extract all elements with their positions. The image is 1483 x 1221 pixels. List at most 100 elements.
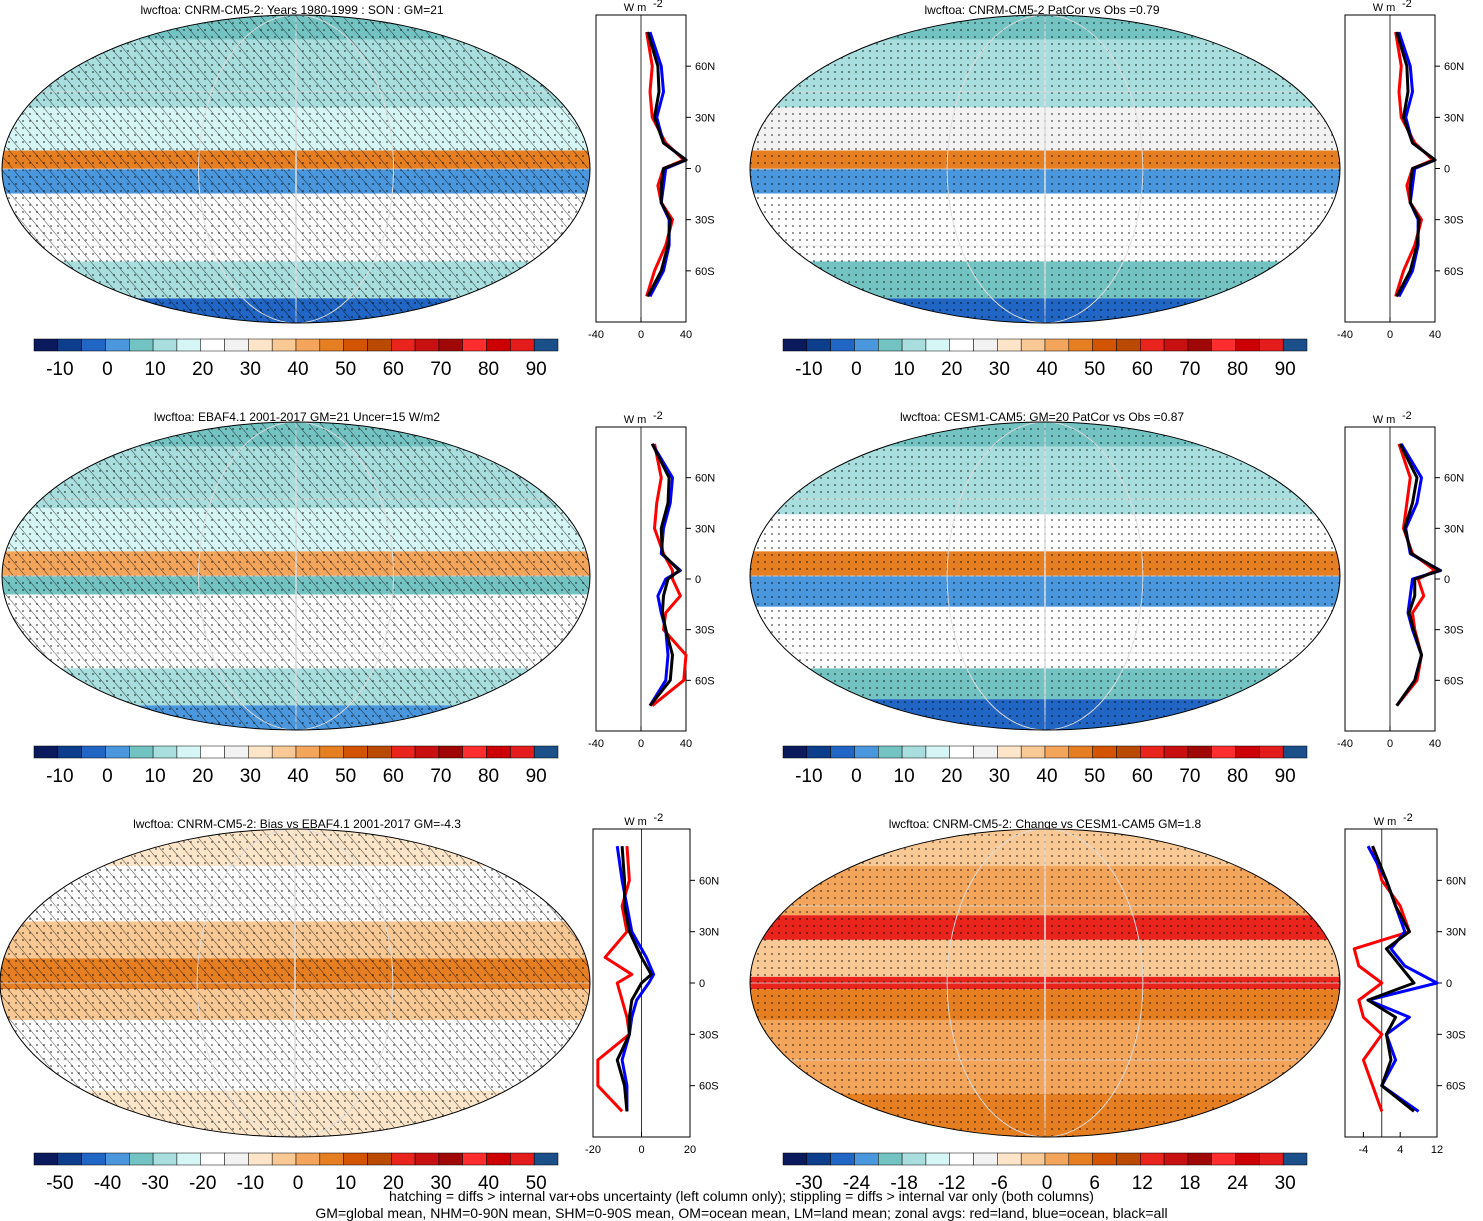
colorbar-label: 20 — [941, 359, 962, 380]
colorbar-cell — [1211, 745, 1236, 759]
colorbar-cell — [224, 1152, 249, 1166]
colorbar-cell — [1044, 745, 1070, 759]
colorbar-label: 50 — [1084, 766, 1105, 787]
colorbar-label: 30 — [1275, 1173, 1296, 1194]
colorbar-cell — [830, 1152, 855, 1166]
lat-tick-label: 30S — [1444, 625, 1464, 637]
panel-title: lwcftoa: CNRM-CM5-2: Change vs CESM1-CAM… — [888, 817, 1202, 831]
colorbar-cell — [1259, 745, 1284, 759]
colorbar-label: -30 — [795, 1173, 822, 1194]
colorbar-cell — [1211, 338, 1236, 352]
colorbar-cell — [997, 1152, 1022, 1166]
zonal-x-tick-label: 40 — [680, 738, 692, 750]
zonal-units-label: W m — [1373, 414, 1396, 426]
colorbar-label: 50 — [526, 1173, 547, 1194]
colorbar-cell — [510, 1152, 535, 1166]
colorbar-cell — [806, 745, 831, 759]
colorbar-cell — [391, 338, 416, 352]
colorbar-cell — [391, 745, 416, 759]
colorbar-cell — [152, 1152, 178, 1166]
colorbar-cell — [57, 1152, 82, 1166]
colorbar-cell — [806, 338, 831, 352]
colorbar-cell — [1044, 1152, 1070, 1166]
zonal-units-label: W m — [1374, 816, 1397, 828]
zonal-units-label: W m — [624, 414, 647, 426]
colorbar-label: 0 — [102, 766, 113, 787]
graticule-meridian — [198, 422, 394, 730]
colorbar-label: 24 — [1227, 1173, 1249, 1194]
colorbar-cell — [367, 1152, 392, 1166]
graticule-meridian — [946, 829, 1144, 1137]
colorbar-label: 60 — [1132, 359, 1153, 380]
colorbar-label: 40 — [287, 359, 308, 380]
colorbar-label: 70 — [1179, 359, 1200, 380]
colorbar-cell — [414, 1152, 440, 1166]
zonal-units-exponent: -2 — [654, 812, 664, 824]
colorbar-label: 20 — [192, 766, 213, 787]
colorbar-cell — [105, 745, 130, 759]
colorbar-cell — [533, 338, 559, 352]
colorbar-cell — [81, 745, 106, 759]
colorbar-cell — [105, 1152, 130, 1166]
zonal-x-tick-label: 40 — [1429, 329, 1441, 341]
zonal-units-label: W m — [624, 816, 647, 828]
colorbar-label: -20 — [189, 1173, 216, 1194]
colorbar-cell — [901, 1152, 927, 1166]
map-outline — [1, 14, 591, 324]
graticule-meridian — [1044, 829, 1046, 1137]
panel-title: lwcftoa: CNRM-CM5-2: Years 1980-1999 : S… — [140, 3, 444, 17]
colorbar-cell — [533, 745, 559, 759]
colorbar-cell — [949, 338, 974, 352]
colorbar-cell — [925, 338, 950, 352]
colorbar-cell — [533, 1152, 559, 1166]
colorbar-cell — [248, 338, 273, 352]
colorbar-cell — [854, 745, 879, 759]
map-outline — [749, 421, 1341, 731]
colorbar-label: -10 — [237, 1173, 264, 1194]
colorbar-cell — [129, 338, 154, 352]
colorbar-cell — [462, 745, 487, 759]
lat-tick-label: 30N — [695, 112, 715, 124]
colorbar-cell — [1068, 745, 1093, 759]
colorbar-cell — [129, 1152, 154, 1166]
colorbar-cell — [997, 338, 1022, 352]
zonal-x-tick-label: 0 — [1387, 329, 1393, 341]
colorbar-cell — [854, 338, 879, 352]
colorbar-cell — [367, 745, 392, 759]
map-outline — [749, 828, 1341, 1138]
zonal-x-tick-label: -4 — [1359, 1144, 1369, 1156]
colorbar-label: 12 — [1132, 1173, 1153, 1194]
colorbar-cell — [295, 1152, 321, 1166]
colorbar-cell — [1068, 338, 1093, 352]
footer-line-2: GM=global mean, NHM=0-90N mean, SHM=0-90… — [315, 1205, 1168, 1221]
colorbar-cell — [438, 1152, 463, 1166]
panel-graphics-2: 60N 30N 0 30S 60S -40 0 40 W m -2 -10 0 10 20 30 40 50 60… — [1, 410, 715, 787]
colorbar-cell — [1282, 1152, 1308, 1166]
colorbar-label: 0 — [851, 766, 862, 787]
colorbar-cell — [1044, 338, 1070, 352]
colorbar-cell — [1282, 745, 1308, 759]
graticule-meridian — [295, 422, 297, 730]
zonal-x-tick-label: 12 — [1431, 1144, 1443, 1156]
colorbar-cell — [1211, 1152, 1236, 1166]
graticule-meridian — [946, 15, 1144, 323]
lat-tick-label: 0 — [1444, 164, 1450, 176]
lat-tick-label: 60N — [1446, 875, 1466, 887]
panel-graphics-1: 60N 30N 0 30S 60S -40 0 40 W m -2 -10 0 10 20 30 40 50 60… — [749, 0, 1464, 380]
colorbar-cell — [1092, 338, 1117, 352]
colorbar-label: 30 — [989, 766, 1010, 787]
colorbar-cell — [949, 1152, 974, 1166]
colorbar-cell — [1163, 745, 1189, 759]
colorbar-cell — [782, 745, 808, 759]
colorbar-cell — [224, 338, 249, 352]
colorbar-label: 0 — [1042, 1173, 1053, 1194]
lat-tick-label: 60S — [1444, 266, 1464, 278]
lat-tick-label: 60S — [1446, 1081, 1466, 1093]
colorbar-cell — [925, 745, 950, 759]
colorbar-cell — [1235, 1152, 1260, 1166]
zonal-x-tick-label: 20 — [684, 1144, 696, 1156]
lat-tick-label: 30N — [695, 523, 715, 535]
colorbar-cell — [129, 745, 154, 759]
colorbar-label: 80 — [478, 359, 499, 380]
lat-tick-label: 30N — [699, 927, 719, 939]
